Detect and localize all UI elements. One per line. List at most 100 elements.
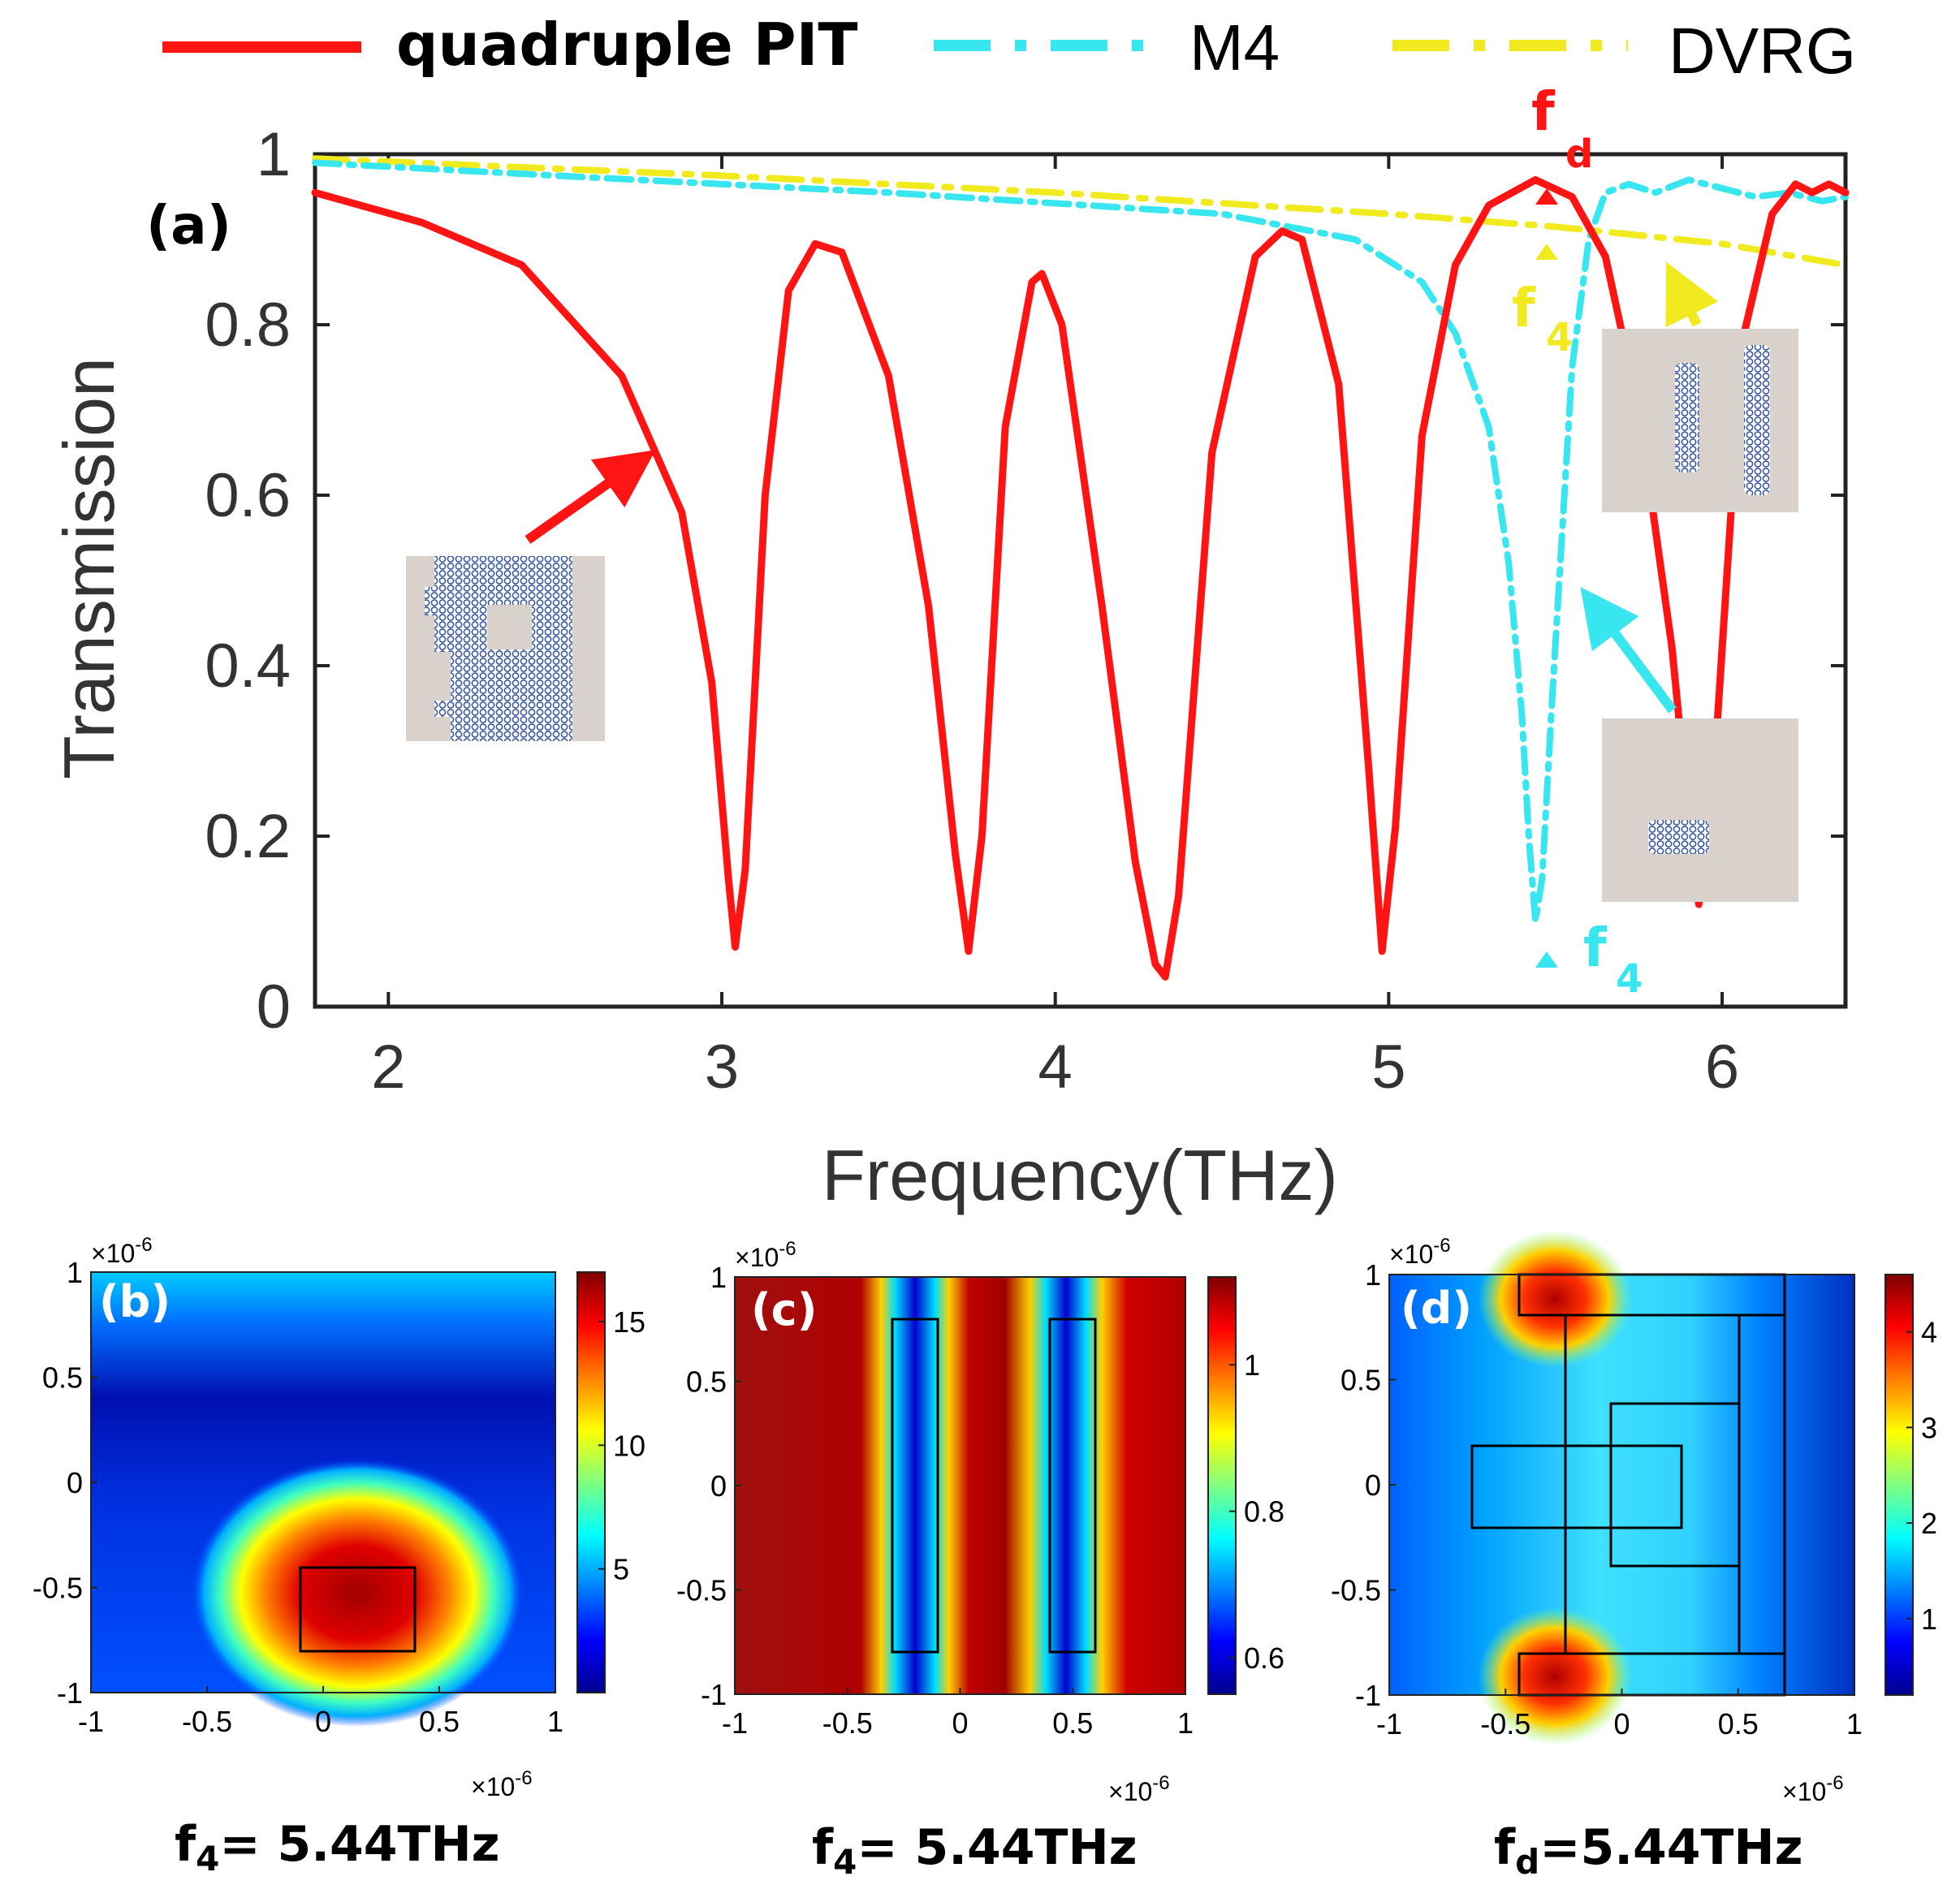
x-tick-label: -0.5 bbox=[182, 1705, 232, 1738]
panel-b-label: (b) bbox=[99, 1276, 171, 1327]
colorbar-d bbox=[1884, 1274, 1914, 1696]
panel-a-ylabel: Transmission bbox=[49, 357, 129, 779]
colorbar-tick-label: 5 bbox=[613, 1553, 629, 1586]
legend-label-dvrg: DVRG bbox=[1669, 15, 1856, 87]
marker-fd: f d bbox=[1531, 80, 1593, 205]
colorbar-d-ticks: 1 2 3 4 bbox=[1906, 1316, 1937, 1636]
panel-c-label: (c) bbox=[751, 1284, 817, 1335]
inset-dvrg-structure bbox=[1602, 329, 1798, 512]
svg-text:4: 4 bbox=[1616, 956, 1643, 1002]
arrow-dvrg bbox=[1665, 261, 1719, 328]
colorbar-tick-label: 15 bbox=[613, 1305, 645, 1339]
y-tick-label: -1 bbox=[701, 1678, 727, 1711]
panel-a-xlabel: Frequency(THz) bbox=[822, 1135, 1338, 1215]
x-tick-label: 1 bbox=[547, 1705, 563, 1738]
structure-outline-c-left bbox=[891, 1318, 939, 1654]
panel-a-ticks: 2 3 4 5 6 0 0.2 0.4 0.6 0.8 1 bbox=[205, 120, 1846, 1102]
colorbar-tick-label: 1 bbox=[1244, 1348, 1260, 1382]
y-tick-label: 0.8 bbox=[205, 291, 291, 360]
x-tick-label: -1 bbox=[722, 1706, 748, 1740]
x-tick-label: 4 bbox=[1038, 1033, 1073, 1102]
colorbar-tick-label: 10 bbox=[613, 1429, 645, 1462]
y-tick-label: 1 bbox=[1365, 1258, 1381, 1292]
colorbar-tick-label: 0.6 bbox=[1244, 1641, 1284, 1675]
y-tick-label: 0.2 bbox=[205, 802, 291, 871]
panel-d: (d) -1 -0.5 0 0.5 1 -1 -0.5 0 0.5 1 1 2 3 4 ×10-6 ×1… bbox=[1331, 1230, 1937, 1882]
colorbar-b-ticks: 5 10 15 bbox=[598, 1305, 645, 1586]
colorbar-tick-label: 2 bbox=[1921, 1507, 1937, 1540]
x-tick-label: 0.5 bbox=[1052, 1706, 1093, 1740]
series-line-dvrg bbox=[312, 155, 1849, 269]
panel-c-ticks: -1 -0.5 0 0.5 1 -1 -0.5 0 0.5 1 bbox=[676, 1261, 1194, 1740]
inset-quadruple-pit-structure bbox=[406, 556, 605, 741]
colorbar-tick-label: 1 bbox=[1921, 1602, 1937, 1636]
y-tick-label: -1 bbox=[57, 1676, 83, 1710]
colorbar-c-ticks: 0.6 0.8 1 bbox=[1229, 1348, 1284, 1675]
x-tick-label: 2 bbox=[371, 1033, 405, 1102]
svg-text:f: f bbox=[1531, 80, 1556, 143]
svg-text:d: d bbox=[1565, 132, 1593, 177]
scale-d-top: ×10-6 bbox=[1389, 1235, 1451, 1269]
x-tick-label: 0 bbox=[952, 1706, 968, 1740]
y-tick-label: -0.5 bbox=[32, 1572, 83, 1605]
y-tick-label: 0.6 bbox=[205, 461, 291, 530]
y-tick-label: -0.5 bbox=[676, 1574, 727, 1607]
x-tick-label: 6 bbox=[1705, 1033, 1739, 1102]
x-tick-label: 5 bbox=[1371, 1033, 1405, 1102]
panel-b: (b) -1 -0.5 0 0.5 1 -1 -0.5 0 0.5 1 5 10 15 ×10-6 ×… bbox=[32, 1234, 645, 1879]
x-tick-label: 0.5 bbox=[419, 1705, 460, 1738]
scale-b-bottom: ×10-6 bbox=[471, 1767, 533, 1801]
y-tick-label: 0 bbox=[257, 973, 291, 1042]
x-tick-label: -0.5 bbox=[1480, 1707, 1530, 1740]
x-tick-label: -1 bbox=[1376, 1707, 1402, 1740]
scale-c-top: ×10-6 bbox=[735, 1238, 797, 1272]
structure-outline-c-right bbox=[1048, 1318, 1097, 1654]
legend-label-pit: quadruple PIT bbox=[396, 11, 857, 79]
y-tick-label: 0.5 bbox=[42, 1361, 83, 1395]
inset-m4-structure bbox=[1602, 718, 1798, 902]
svg-text:4: 4 bbox=[1546, 315, 1573, 360]
y-tick-label: 0 bbox=[710, 1469, 727, 1503]
marker-f4-dvrg: f 4 bbox=[1512, 244, 1573, 360]
arrow-pit bbox=[525, 450, 656, 544]
panel-c: (c) -1 -0.5 0 0.5 1 -1 -0.5 0 0.5 1 0.6 0.8 1 ×10-6… bbox=[676, 1238, 1284, 1882]
x-tick-label: 0 bbox=[315, 1705, 331, 1738]
y-tick-label: 0 bbox=[1365, 1469, 1381, 1502]
colorbar-tick-label: 4 bbox=[1921, 1316, 1937, 1349]
arrow-m4 bbox=[1580, 587, 1677, 714]
x-tick-label: 1 bbox=[1846, 1707, 1863, 1740]
svg-text:f: f bbox=[1512, 277, 1536, 339]
y-tick-label: 0.5 bbox=[1340, 1364, 1381, 1397]
legend-label-m4: M4 bbox=[1189, 11, 1280, 84]
panel-d-label: (d) bbox=[1401, 1283, 1472, 1334]
scale-c-bottom: ×10-6 bbox=[1108, 1772, 1170, 1806]
panel-a: 2 3 4 5 6 0 0.2 0.4 0.6 0.8 1 (a) Frequency(THz) T… bbox=[49, 80, 1850, 1215]
colorbar-tick-label: 0.8 bbox=[1244, 1495, 1284, 1529]
x-tick-label: 1 bbox=[1177, 1706, 1194, 1740]
panel-a-label: (a) bbox=[146, 194, 231, 257]
colorbar-c bbox=[1207, 1276, 1237, 1695]
heatmap-b bbox=[91, 1272, 555, 1727]
caption-b: f4= 5.44THz bbox=[175, 1816, 500, 1879]
structure-outline-b bbox=[299, 1566, 417, 1653]
colorbar-tick-label: 3 bbox=[1921, 1411, 1937, 1444]
heatmap-c bbox=[735, 1277, 1185, 1694]
x-tick-label: -1 bbox=[78, 1705, 104, 1738]
panel-b-ticks: -1 -0.5 0 0.5 1 -1 -0.5 0 0.5 1 bbox=[32, 1256, 563, 1738]
legend: quadruple PIT M4 DVRG bbox=[162, 11, 1856, 87]
x-tick-label: -0.5 bbox=[822, 1706, 873, 1740]
y-tick-label: -0.5 bbox=[1331, 1574, 1381, 1607]
x-tick-label: 0 bbox=[1613, 1707, 1630, 1740]
caption-c: f4= 5.44THz bbox=[812, 1819, 1138, 1882]
heatmap-d bbox=[1389, 1230, 1854, 1745]
y-tick-label: 1 bbox=[710, 1261, 727, 1294]
panel-d-ticks: -1 -0.5 0 0.5 1 -1 -0.5 0 0.5 1 bbox=[1331, 1258, 1863, 1740]
y-tick-label: -1 bbox=[1355, 1679, 1381, 1712]
x-tick-label: 0.5 bbox=[1718, 1707, 1759, 1740]
y-tick-label: 1 bbox=[257, 120, 291, 189]
svg-text:f: f bbox=[1583, 917, 1608, 979]
marker-f4-m4: f 4 bbox=[1535, 917, 1643, 1002]
scale-b-top: ×10-6 bbox=[91, 1234, 153, 1268]
x-tick-label: 3 bbox=[705, 1033, 739, 1102]
